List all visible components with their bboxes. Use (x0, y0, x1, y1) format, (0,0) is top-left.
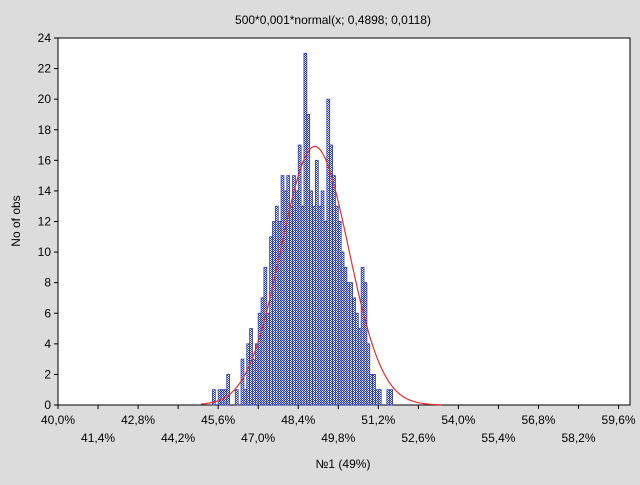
x-tick-label: 45,6% (201, 413, 235, 427)
histogram-bar (312, 205, 316, 406)
y-tick-label: 10 (38, 245, 52, 259)
histogram-bar (352, 297, 356, 406)
histogram-bar (226, 374, 231, 406)
histogram-bar (263, 266, 268, 406)
histogram-bar (340, 251, 345, 406)
y-tick-label: 0 (44, 398, 51, 412)
histogram-bar (357, 328, 362, 406)
histogram-bar (297, 144, 302, 406)
normal-fit-curve (200, 145, 442, 406)
histogram-bar (303, 52, 308, 406)
histogram-bar (266, 312, 271, 406)
histogram-bar (252, 358, 256, 406)
y-tick-label: 2 (44, 367, 51, 381)
histogram-bar (375, 389, 379, 406)
histogram-bar (306, 114, 311, 406)
x-tick-label: 58,2% (562, 431, 596, 445)
histogram-bar (240, 358, 245, 406)
y-tick-label: 8 (44, 276, 51, 290)
x-tick-label: 47,0% (241, 431, 275, 445)
histogram-bar (314, 159, 319, 406)
histogram-bar (363, 282, 368, 406)
x-tick-label: 51,2% (361, 413, 395, 427)
histogram-bar (309, 190, 313, 406)
y-tick-label: 6 (44, 306, 51, 320)
y-tick-label: 24 (38, 31, 52, 45)
histogram-bar (355, 312, 359, 406)
histogram-bar (377, 389, 382, 406)
histogram-bar (292, 175, 296, 406)
y-tick-label: 12 (38, 215, 52, 229)
histogram-bar (289, 205, 293, 406)
histogram-bar (326, 98, 331, 406)
x-tick-label: 54,0% (441, 413, 475, 427)
chart-title: 500*0,001*normal(x; 0,4898; 0,0118) (235, 13, 431, 27)
histogram-bar (300, 205, 305, 406)
x-axis: 40,0% 41,4% 42,8% 44,2% 45,6% 47,0% 48,4% 49,8%… (41, 405, 636, 445)
histogram-bar (329, 144, 333, 406)
histogram-bar (257, 312, 262, 406)
x-tick-label: 41,4% (81, 431, 115, 445)
histogram-bar (234, 389, 239, 406)
x-tick-label: 59,6% (602, 413, 636, 427)
x-tick-label: 49,8% (321, 431, 355, 445)
y-tick-label: 18 (38, 123, 52, 137)
histogram-bar (369, 374, 373, 406)
histogram-bar (372, 374, 376, 406)
x-tick-label: 44,2% (161, 431, 195, 445)
histogram-bar (337, 221, 342, 406)
histogram-bar (366, 343, 371, 406)
y-tick-label: 22 (38, 62, 52, 76)
histogram-bar (217, 389, 222, 406)
x-axis-label: №1 (49%) (316, 457, 371, 471)
histogram-bar (272, 221, 276, 406)
histogram-bar (274, 205, 279, 406)
histogram-bar (280, 175, 285, 406)
histogram-bar (249, 328, 253, 406)
y-axis-label: No of obs (9, 195, 23, 246)
x-tick-label: 48,4% (281, 413, 315, 427)
histogram-bar (243, 389, 248, 406)
y-tick-label: 4 (44, 337, 51, 351)
histogram-bar (389, 389, 394, 406)
histogram-bar (269, 236, 273, 406)
histogram-bar (254, 343, 259, 406)
histogram-bar (346, 282, 351, 406)
histogram-bar (335, 205, 339, 406)
histogram-bar (323, 221, 328, 406)
x-tick-label: 42,8% (121, 413, 155, 427)
y-tick-label: 16 (38, 153, 52, 167)
histogram-bar (386, 389, 391, 406)
x-tick-label: 40,0% (41, 413, 75, 427)
x-tick-label: 56,8% (521, 413, 555, 427)
x-tick-label: 55,4% (481, 431, 515, 445)
histogram-bar (360, 266, 365, 406)
histogram-bar (246, 343, 251, 406)
histogram-bars (212, 52, 394, 406)
histogram-bar (220, 389, 225, 406)
histogram-bar (294, 190, 299, 406)
y-tick-label: 20 (38, 92, 52, 106)
histogram-bar (332, 175, 336, 406)
histogram-bar (212, 389, 216, 406)
histogram-bar (349, 282, 353, 406)
histogram-bar (320, 190, 325, 406)
histogram-bar (260, 297, 265, 406)
histogram-bar (317, 205, 322, 406)
y-tick-label: 14 (38, 184, 52, 198)
histogram-bar (343, 266, 348, 406)
x-tick-label: 52,6% (401, 431, 435, 445)
